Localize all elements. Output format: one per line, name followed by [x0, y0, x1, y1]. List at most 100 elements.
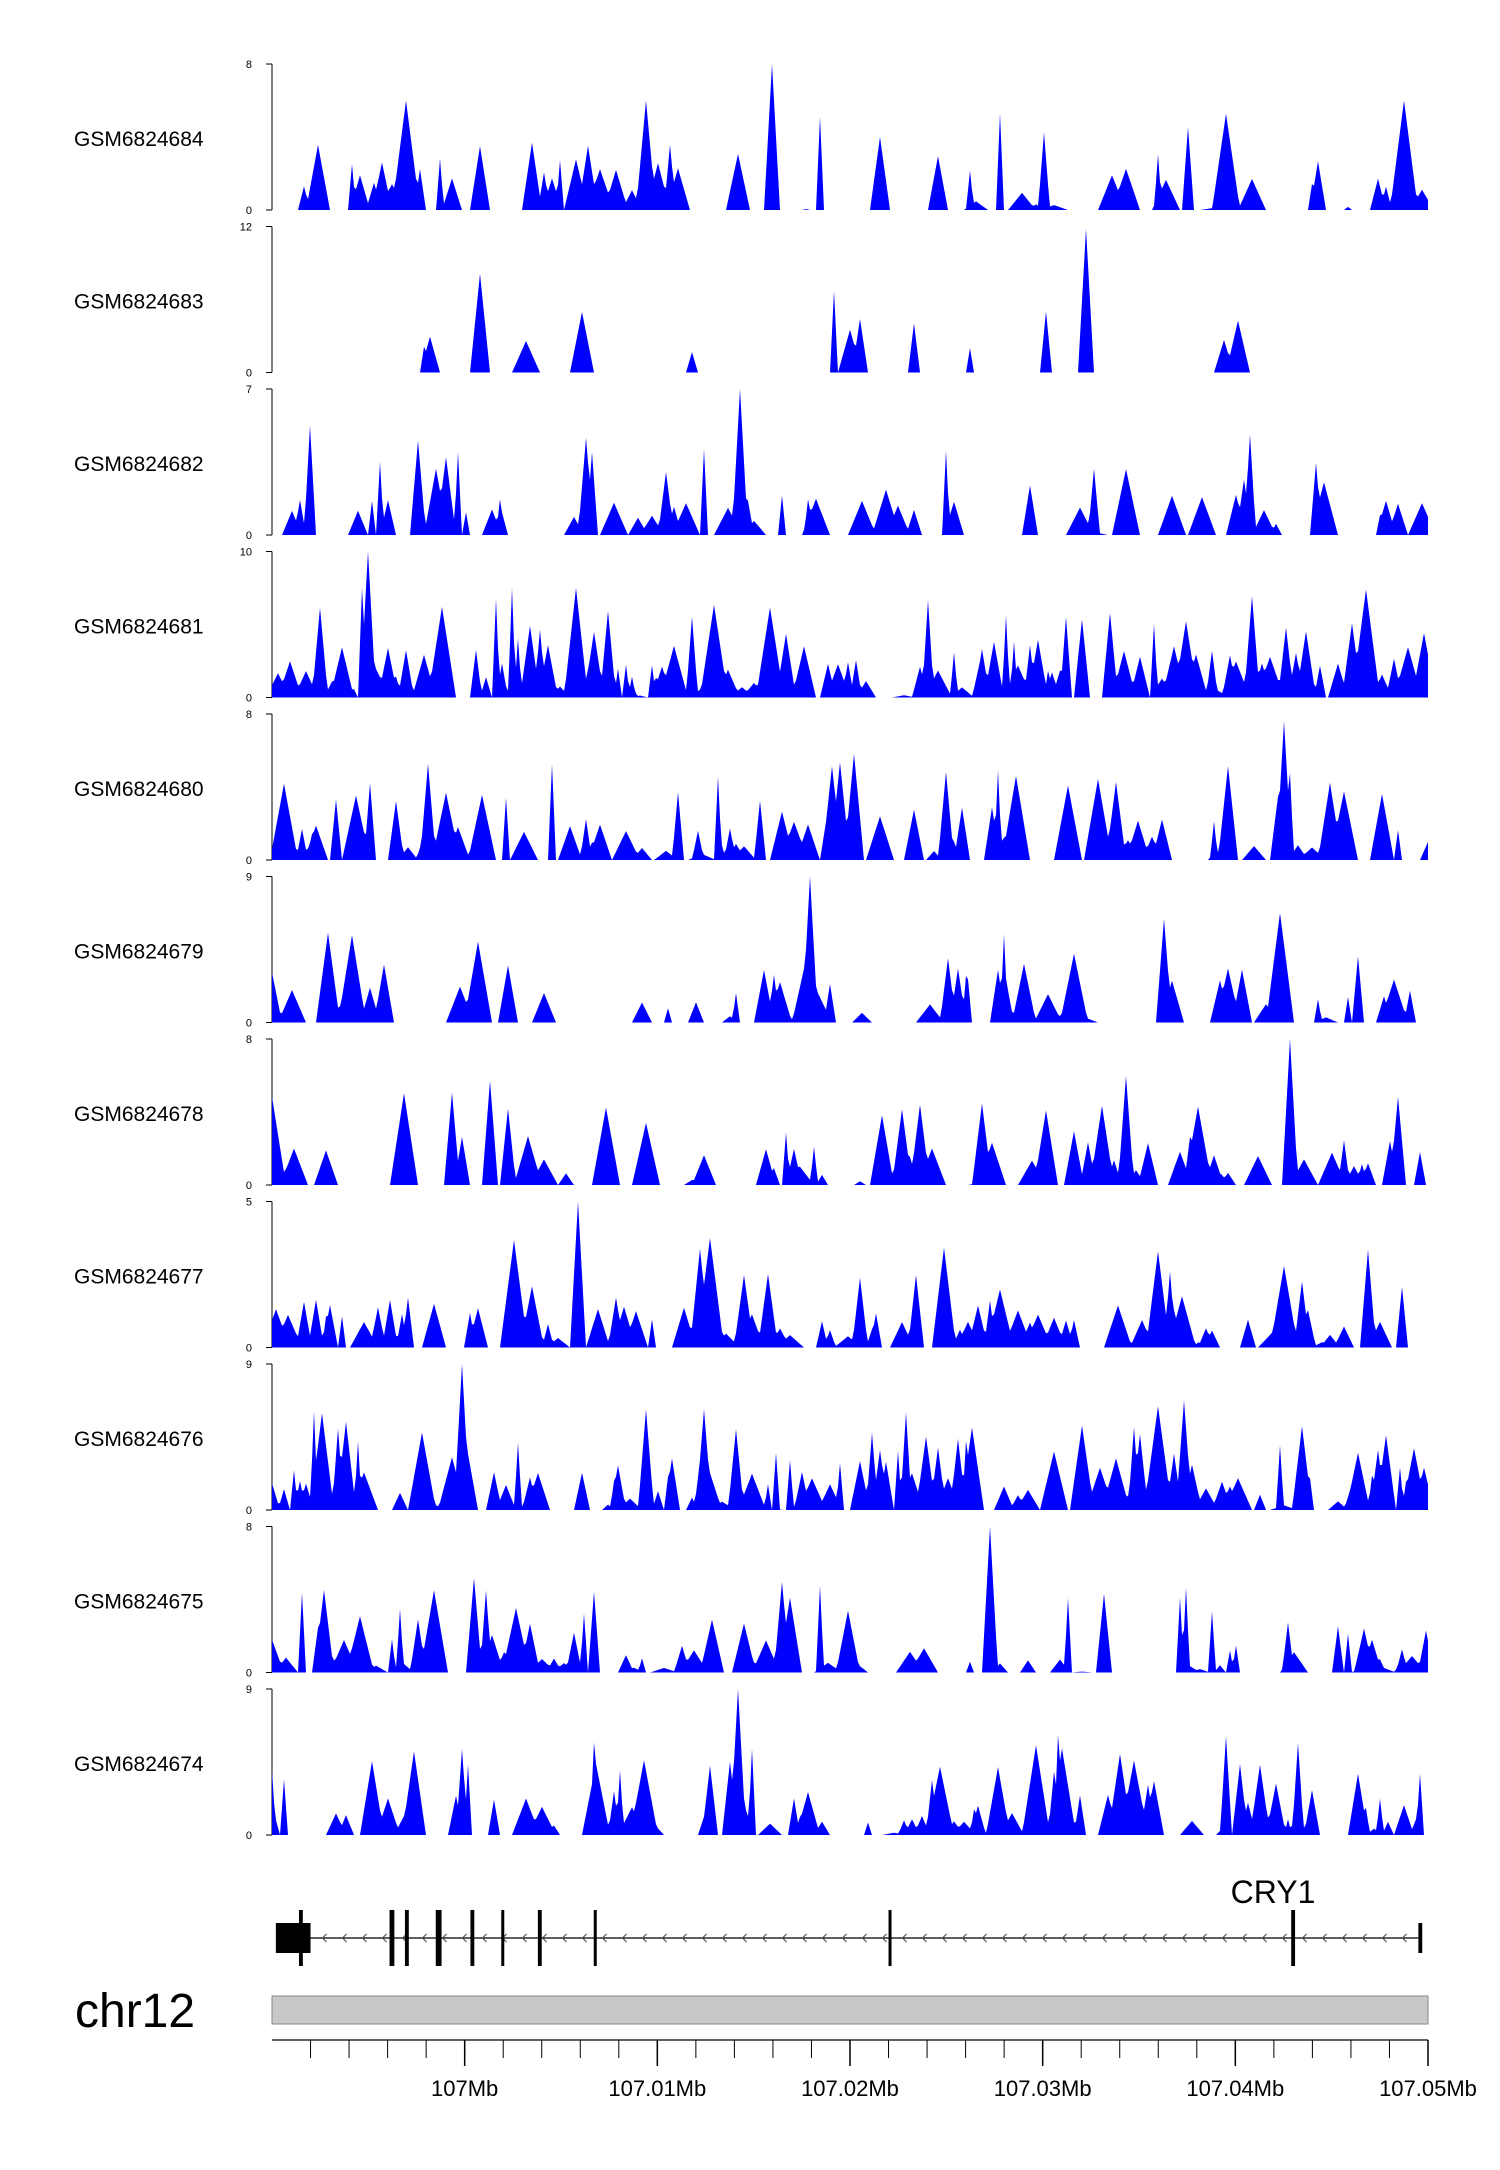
track-label: GSM6824679 — [74, 941, 204, 964]
strand-arrow — [1001, 1933, 1007, 1943]
strand-arrow — [941, 1933, 947, 1943]
gene-exon — [1418, 1923, 1423, 1953]
coverage-tracks: GSM682468480GSM6824683120GSM682468270GSM… — [74, 59, 1428, 1842]
track-label: GSM6824683 — [74, 291, 204, 314]
gene-track: CRY1 — [275, 1874, 1423, 1966]
strand-arrow — [921, 1933, 927, 1943]
strand-arrow — [481, 1933, 487, 1943]
strand-arrow — [721, 1933, 727, 1943]
coverage-area-GSM6824684 — [272, 64, 1428, 210]
strand-arrow — [801, 1933, 807, 1943]
gene-exon — [435, 1910, 442, 1966]
coverage-area-GSM6824680 — [272, 721, 1428, 860]
strand-arrow — [321, 1933, 327, 1943]
gene-exon — [275, 1923, 311, 1953]
strand-arrow — [1301, 1933, 1307, 1943]
coverage-area-GSM6824683 — [272, 228, 1428, 373]
y-max-label: 8 — [246, 1034, 252, 1046]
strand-arrow — [361, 1933, 367, 1943]
strand-arrow — [561, 1933, 567, 1943]
track-label: GSM6824675 — [74, 1591, 204, 1614]
track-GSM6824680: GSM6824680 8 0 — [74, 709, 1428, 867]
track-GSM6824674: GSM6824674 9 0 — [74, 1684, 1428, 1842]
y-min-label: 0 — [246, 693, 252, 705]
strand-arrow — [681, 1933, 687, 1943]
y-max-label: 8 — [246, 1522, 252, 1534]
strand-arrow — [1141, 1933, 1147, 1943]
y-max-label: 9 — [246, 1359, 252, 1371]
track-label: GSM6824682 — [74, 453, 204, 476]
y-max-label: 9 — [246, 872, 252, 884]
strand-arrow — [821, 1933, 827, 1943]
track-label: GSM6824681 — [74, 616, 204, 639]
strand-arrow — [421, 1933, 427, 1943]
coverage-area-GSM6824682 — [272, 389, 1428, 535]
y-min-label: 0 — [246, 1505, 252, 1517]
strand-arrow — [521, 1933, 527, 1943]
strand-arrow — [961, 1933, 967, 1943]
y-max-label: 8 — [246, 709, 252, 721]
strand-arrow — [341, 1933, 347, 1943]
coverage-area-GSM6824676 — [272, 1364, 1428, 1510]
strand-arrow — [581, 1933, 587, 1943]
y-min-label: 0 — [246, 1180, 252, 1192]
strand-arrow — [1081, 1933, 1087, 1943]
strand-arrow — [1181, 1933, 1187, 1943]
strand-arrow — [1261, 1933, 1267, 1943]
genome-tick-label: 107.03Mb — [994, 2076, 1092, 2101]
track-GSM6824677: GSM6824677 5 0 — [74, 1197, 1428, 1355]
gene-exon — [389, 1910, 395, 1966]
strand-arrow — [701, 1933, 707, 1943]
chromosome-ideogram: chr12 — [75, 1985, 1429, 2038]
track-GSM6824684: GSM6824684 8 0 — [74, 59, 1428, 217]
strand-arrow — [1201, 1933, 1207, 1943]
y-min-label: 0 — [246, 1018, 252, 1030]
strand-arrow — [621, 1933, 627, 1943]
y-max-label: 12 — [240, 222, 252, 234]
strand-arrow — [1361, 1933, 1367, 1943]
y-max-label: 10 — [240, 547, 252, 559]
track-GSM6824683: GSM6824683 12 0 — [74, 222, 1428, 380]
strand-arrow — [761, 1933, 767, 1943]
ideogram-bar — [271, 1995, 1429, 2025]
strand-arrow — [601, 1933, 607, 1943]
strand-arrow — [1341, 1933, 1347, 1943]
track-label: GSM6824678 — [74, 1103, 204, 1126]
gene-exon — [537, 1910, 542, 1966]
genome-tick-label: 107.05Mb — [1379, 2076, 1477, 2101]
strand-arrow — [841, 1933, 847, 1943]
y-max-label: 5 — [246, 1197, 252, 1209]
strand-arrow — [1221, 1933, 1227, 1943]
strand-arrow — [861, 1933, 867, 1943]
track-GSM6824675: GSM6824675 8 0 — [74, 1522, 1428, 1680]
coverage-area-GSM6824674 — [272, 1689, 1428, 1835]
genome-tick-label: 107Mb — [431, 2076, 498, 2101]
genome-axis: 107Mb 107.01Mb 107.02Mb 107.03Mb 107.04Mb 107… — [272, 2039, 1477, 2101]
strand-arrow — [881, 1933, 887, 1943]
strand-arrow — [461, 1933, 467, 1943]
strand-arrow — [1121, 1933, 1127, 1943]
track-label: GSM6824674 — [74, 1753, 204, 1776]
gene-exon — [1291, 1910, 1296, 1966]
y-min-label: 0 — [246, 1343, 252, 1355]
y-min-label: 0 — [246, 1668, 252, 1680]
coverage-area-GSM6824681 — [272, 551, 1428, 698]
track-label: GSM6824684 — [74, 128, 204, 151]
strand-arrow — [441, 1933, 447, 1943]
track-label: GSM6824680 — [74, 778, 204, 801]
gene-label: CRY1 — [1231, 1874, 1316, 1910]
track-GSM6824678: GSM6824678 8 0 — [74, 1034, 1428, 1192]
y-min-label: 0 — [246, 205, 252, 217]
gene-exon — [404, 1910, 409, 1966]
track-GSM6824682: GSM6824682 7 0 — [74, 384, 1428, 542]
gene-exon — [470, 1910, 475, 1966]
track-GSM6824679: GSM6824679 9 0 — [74, 872, 1428, 1030]
genome-tick-label: 107.02Mb — [801, 2076, 899, 2101]
gene-exon — [593, 1910, 597, 1966]
strand-arrow — [981, 1933, 987, 1943]
genome-tick-label: 107.04Mb — [1186, 2076, 1284, 2101]
gene-exon — [501, 1910, 505, 1966]
strand-arrow — [741, 1933, 747, 1943]
genome-tick-label: 107.01Mb — [608, 2076, 706, 2101]
